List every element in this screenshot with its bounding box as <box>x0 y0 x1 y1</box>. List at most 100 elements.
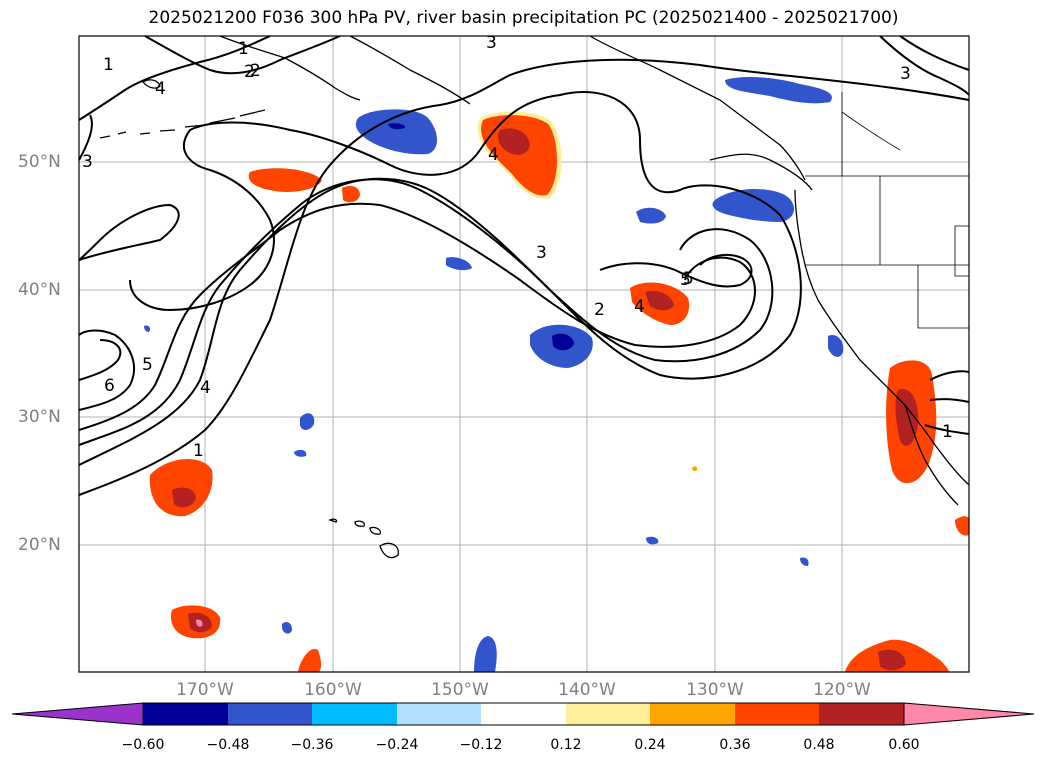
contour-label: 3 <box>900 64 911 84</box>
lon-label: 150°W <box>431 680 489 700</box>
precip-negative-blob <box>144 325 151 332</box>
precip-positive-blob <box>196 619 203 627</box>
contour-label: 4 <box>155 79 166 99</box>
pv-contour <box>78 178 774 446</box>
lon-label: 120°W <box>813 680 871 700</box>
lon-label: 170°W <box>176 680 234 700</box>
colorbar-tick-label: 0.36 <box>719 737 751 753</box>
state-border <box>841 92 901 176</box>
colorbar-swatch <box>566 703 650 725</box>
pv-contour <box>78 203 180 261</box>
lon-label: 130°W <box>686 680 744 700</box>
precip-negative-blob <box>725 77 832 104</box>
contour-label: 1 <box>238 39 249 59</box>
colorbar-tick-label: 0.48 <box>803 737 835 753</box>
precip-negative-blob <box>646 536 659 545</box>
precip-negative-blob <box>355 109 437 155</box>
precip-negative-blob <box>828 334 844 357</box>
contour-label: 2 <box>250 61 261 81</box>
pv-contour <box>879 35 970 96</box>
precip-positive-blob <box>645 290 674 311</box>
colorbar-min-extension <box>11 702 144 726</box>
contour-label: 5 <box>142 355 153 375</box>
precip-negative-blob <box>388 123 406 130</box>
precip-positive-blob <box>955 516 969 536</box>
precipitation-shading <box>144 77 969 672</box>
contour-label: 5 <box>680 270 691 290</box>
lon-label: 140°W <box>558 680 616 700</box>
lat-label: 40°N <box>18 280 61 300</box>
state-border <box>805 175 970 329</box>
precip-positive-blob <box>172 487 196 508</box>
precip-positive-blob <box>248 168 322 192</box>
alaska-coast <box>349 35 471 105</box>
colorbar-tick-label: −0.36 <box>290 737 334 753</box>
contour-label: 2 <box>244 62 255 82</box>
contour-label: 5 <box>683 269 694 289</box>
colorbar-max-extension <box>903 702 1035 726</box>
pv-contour <box>599 253 753 288</box>
precip-negative-blob <box>800 557 809 566</box>
pv-contour <box>78 329 135 411</box>
colorbar-swatch <box>228 703 312 725</box>
precip-negative-blob <box>294 449 307 457</box>
pv-contour <box>78 58 970 496</box>
pv-contour <box>78 91 802 466</box>
precip-positive-blob <box>298 649 321 672</box>
contour-label: 3 <box>82 152 93 172</box>
coastlines <box>99 35 970 559</box>
precip-positive-blob <box>895 389 919 446</box>
colorbar-outline <box>142 702 905 726</box>
precip-positive-blob <box>342 186 360 203</box>
precip-negative-blob <box>712 188 795 222</box>
contour-label: 1 <box>103 55 114 75</box>
precip-positive-blob <box>149 459 213 517</box>
precip-negative-blob <box>446 257 472 271</box>
precip-negative-blob <box>474 636 497 672</box>
precip-negative-blob <box>282 622 292 634</box>
colorbar-tick-label: −0.48 <box>206 737 250 753</box>
colorbar-swatch <box>819 703 904 725</box>
colorbar-tick-label: −0.12 <box>459 737 503 753</box>
colorbar-swatch <box>143 703 228 725</box>
pv-contours <box>78 35 970 496</box>
lat-label: 20°N <box>18 535 61 555</box>
colorbar-tick-label: 0.60 <box>888 737 920 753</box>
bc-coast <box>709 153 813 191</box>
pv-contour <box>78 35 271 121</box>
contour-label: 3 <box>486 33 497 53</box>
hawaii-island <box>379 542 399 559</box>
hawaii-island <box>354 520 366 527</box>
colorbar-tick-label: 0.24 <box>634 737 666 753</box>
contour-label: 1 <box>942 422 953 442</box>
colorbar-swatch <box>397 703 481 725</box>
contour-label: 3 <box>536 243 547 263</box>
pv-contour <box>144 35 341 75</box>
lon-label: 160°W <box>304 680 362 700</box>
precip-negative-blob <box>552 333 574 351</box>
contour-label: 4 <box>200 378 211 398</box>
plot-frame <box>78 35 970 673</box>
contour-label: 1 <box>193 441 204 461</box>
hawaii-island <box>328 518 338 523</box>
colorbar <box>11 702 1035 726</box>
colorbar-tick-label: 0.12 <box>550 737 582 753</box>
us-west-coast <box>794 189 970 486</box>
precip-positive-blob <box>497 128 530 155</box>
colorbar-swatch <box>312 703 397 725</box>
colorbar-swatch <box>735 703 819 725</box>
pv-contour <box>78 339 122 381</box>
precip-positive-blob <box>878 649 906 671</box>
lat-label: 50°N <box>18 152 61 172</box>
colorbar-tick-label: −0.24 <box>375 737 419 753</box>
precip-negative-blob <box>300 413 315 430</box>
contour-label: 6 <box>104 376 115 396</box>
contour-label: 4 <box>634 297 645 317</box>
aleutians <box>99 109 266 139</box>
colorbar-tick-label: −0.60 <box>121 737 165 753</box>
pv-contour <box>78 114 93 161</box>
bering-island <box>142 79 161 89</box>
precip-positive-dot <box>692 466 698 472</box>
contour-label-group: 1 2 3 4 5 6 1 2 3 4 5 1 2 3 4 5 4 3 1 <box>82 33 953 461</box>
lat-label: 30°N <box>18 407 61 427</box>
